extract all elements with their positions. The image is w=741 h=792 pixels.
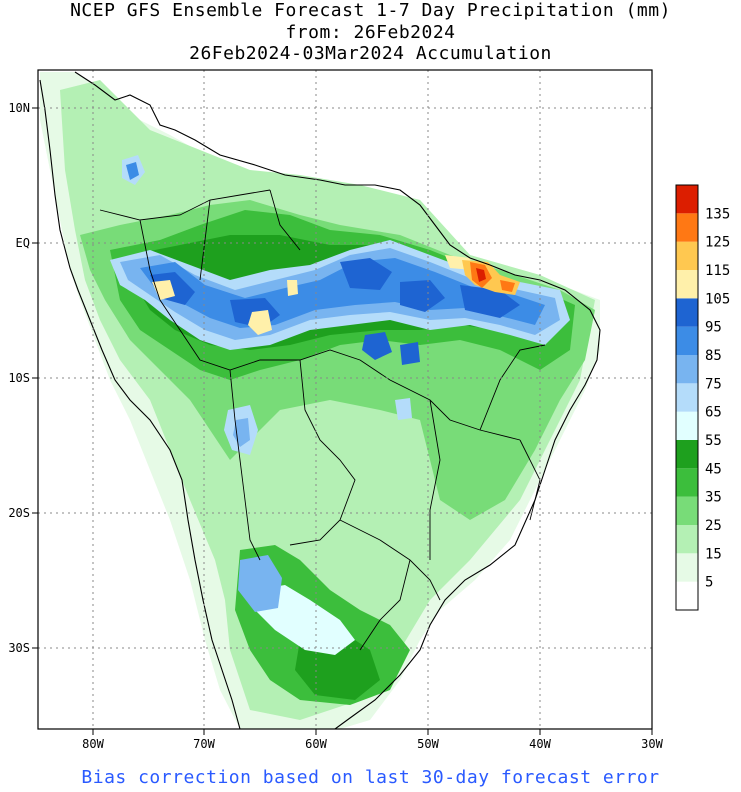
- map-frame: [37, 69, 653, 730]
- colorbar-label: 115: [705, 263, 730, 279]
- lon-label-70w: 70W: [193, 737, 215, 751]
- precip-105: [150, 258, 520, 365]
- colorbar-swatch: [676, 496, 698, 525]
- lon-label-30w: 30W: [641, 737, 663, 751]
- colorbar-swatch: [676, 185, 698, 214]
- colorbar-swatch: [676, 553, 698, 582]
- precip-75-se: [395, 398, 412, 420]
- lon-labels: 80W 70W 60W 50W 40W 30W: [82, 737, 663, 751]
- precip-95-nw: [126, 162, 139, 180]
- title-line-3: 26Feb2024-03Mar2024 Accumulation: [189, 43, 552, 64]
- lon-label-50w: 50W: [417, 737, 439, 751]
- precip-max: [476, 268, 486, 282]
- colorbar-label: 105: [705, 291, 730, 307]
- colorbar-label: 65: [705, 405, 722, 421]
- lon-label-40w: 40W: [529, 737, 551, 751]
- colorbar-label: 95: [705, 320, 722, 336]
- colorbar-swatch: [676, 355, 698, 384]
- colorbar-swatch: [676, 241, 698, 270]
- colorbar-swatch: [676, 525, 698, 554]
- title-line-1: NCEP GFS Ensemble Forecast 1-7 Day Preci…: [70, 0, 671, 21]
- colorbar-label: 5: [705, 575, 713, 591]
- colorbar-swatch: [676, 581, 698, 610]
- colorbar-swatch: [676, 270, 698, 299]
- lon-label-80w: 80W: [82, 737, 104, 751]
- colorbar-swatch: [676, 298, 698, 327]
- colorbar-label: 135: [705, 206, 730, 222]
- precip-65: [255, 585, 355, 655]
- colorbar-label: 125: [705, 235, 730, 251]
- colorbar-swatch: [676, 411, 698, 440]
- colorbar-label: 75: [705, 376, 722, 392]
- colorbar-label: 25: [705, 518, 722, 534]
- lat-label-eq: EQ: [16, 236, 30, 250]
- colorbar-label: 85: [705, 348, 722, 364]
- colorbar-label: 55: [705, 433, 722, 449]
- lon-label-60w: 60W: [305, 737, 327, 751]
- colorbar-label: 15: [705, 546, 722, 562]
- precip-85-south: [238, 555, 282, 612]
- lat-label-10n: 10N: [8, 101, 30, 115]
- colorbar-label: 45: [705, 461, 722, 477]
- south-america-coastline: [39, 71, 601, 729]
- lat-label-10s: 10S: [8, 371, 30, 385]
- colorbar-swatch: [676, 326, 698, 355]
- colorbar-swatch: [676, 440, 698, 469]
- colorbar-frame: [675, 184, 699, 611]
- lat-label-20s: 20S: [8, 506, 30, 520]
- lat-label-30s: 30S: [8, 641, 30, 655]
- colorbar-swatch: [676, 383, 698, 412]
- colorbar-swatch: [676, 213, 698, 242]
- colorbar: 135 125 115 105 95 85 75 65 55 45 35 25 15 5: [675, 184, 730, 611]
- gridlines: [38, 70, 652, 729]
- lat-labels: 10N EQ 10S 20S 30S: [8, 101, 30, 655]
- precip-field: [40, 72, 600, 729]
- ticks: [32, 107, 653, 735]
- bias-correction-note: Bias correction based on last 30-day for…: [81, 767, 660, 788]
- colorbar-swatch: [676, 468, 698, 497]
- colorbar-label: 35: [705, 490, 722, 506]
- title-line-2: from: 26Feb2024: [285, 22, 456, 43]
